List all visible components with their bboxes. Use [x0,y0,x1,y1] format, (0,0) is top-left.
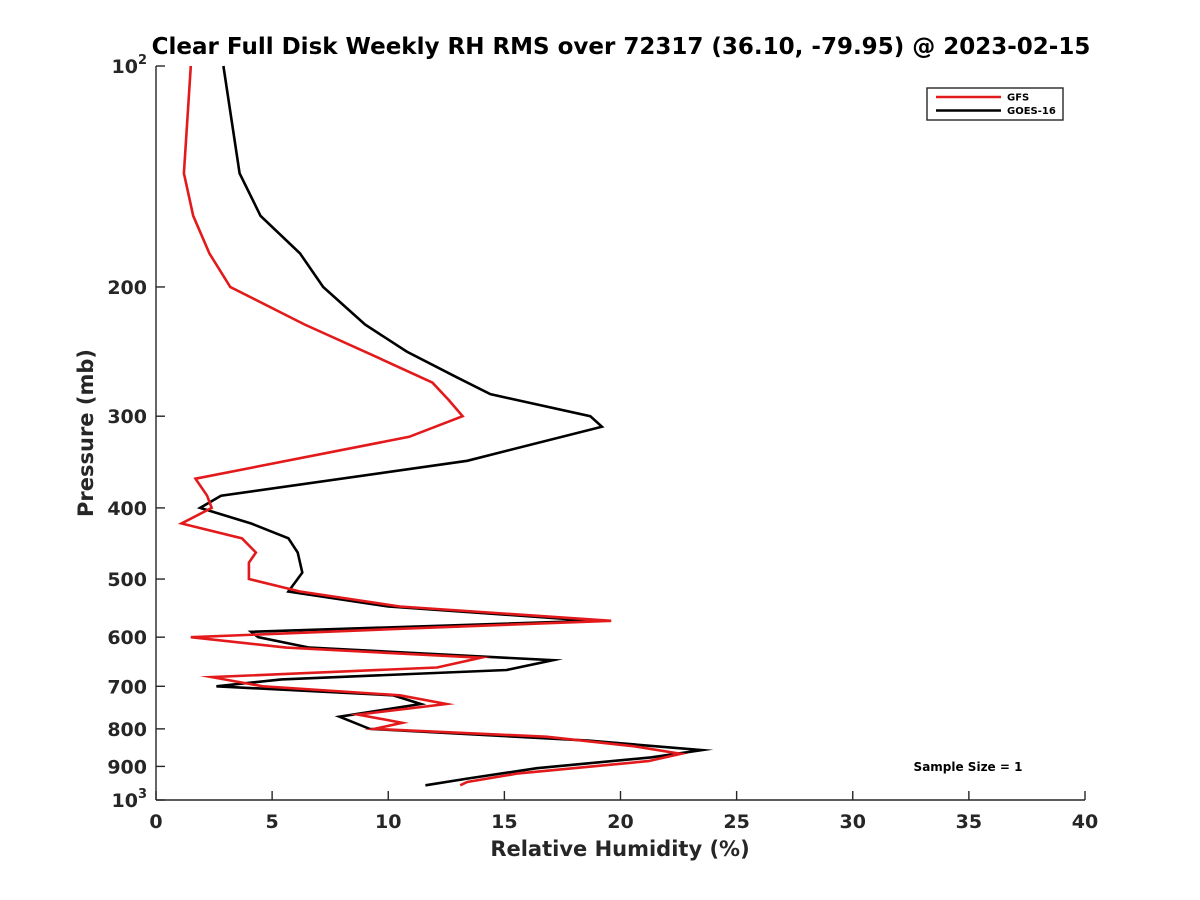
legend-box [926,87,1064,121]
y-tick-label: 800 [107,719,147,741]
y-tick-label: 300 [107,406,147,428]
y-tick-label: 200 [107,277,147,299]
x-tick-label: 35 [956,811,982,833]
legend-label: GFS [1007,93,1029,104]
y-tick-label: 500 [107,569,147,591]
series-line-goes-16 [196,65,714,787]
x-tick-label: 5 [266,811,279,833]
series-layer [177,65,714,787]
y-axis-label: Pressure (mb) [74,349,98,517]
x-tick-label: 0 [149,811,162,833]
x-tick-label: 20 [607,811,633,833]
legend-label: GOES-16 [1007,106,1056,117]
x-tick-label: 10 [375,811,401,833]
y-tick-label: 103 [112,787,148,812]
x-tick-label: 40 [1072,811,1098,833]
axes: 0 5 10 15 20 25 30 35 40 102 200 300 400 500 600 700 800… [107,53,1098,833]
series-line-gfs [177,65,688,787]
legend: GFS GOES-16 [926,87,1064,121]
y-tick-label: 900 [107,756,147,778]
sample-size-annotation: Sample Size = 1 [914,760,1023,774]
y-tick-label: 102 [112,53,148,78]
y-tick-label: 600 [107,627,147,649]
x-tick-label: 30 [840,811,866,833]
chart-title: Clear Full Disk Weekly RH RMS over 72317… [152,34,1091,60]
y-tick-label: 400 [107,498,147,520]
x-tick-label: 15 [491,811,517,833]
y-tick-label: 700 [107,676,147,698]
x-axis-label: Relative Humidity (%) [490,837,749,861]
x-tick-label: 25 [723,811,749,833]
